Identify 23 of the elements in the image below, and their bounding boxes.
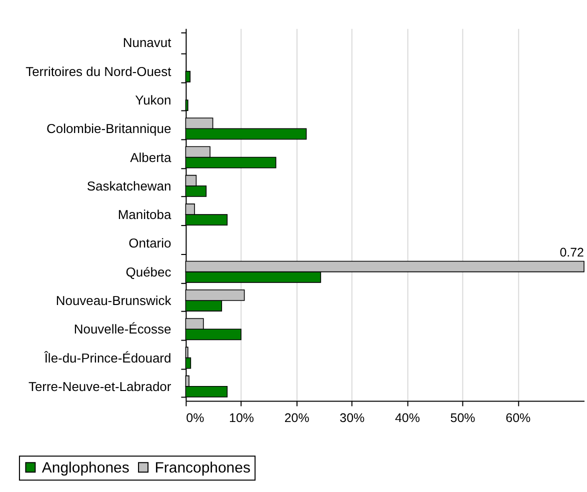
y-tick-label: Île-du-Prince-Édouard (43, 350, 172, 366)
legend-label: Francophones (154, 459, 250, 476)
x-tick-label: 10% (229, 411, 254, 426)
y-tick-label: Nunavut (122, 35, 172, 50)
y-tick-label: Nouveau-Brunswick (56, 292, 172, 308)
data-label: 0.72 (560, 246, 584, 260)
x-tick-label: 20% (284, 411, 310, 426)
x-tick-label: 30% (340, 411, 365, 426)
y-tick-label: Territoires du Nord-Ouest (26, 64, 172, 79)
x-tick-label: 0% (186, 411, 204, 426)
x-tick-label: 50% (450, 411, 476, 426)
y-tick-label: Colombie-Britannique (46, 121, 172, 136)
x-tick-label: 60% (506, 411, 531, 426)
y-tick-label: Québec (126, 264, 172, 280)
y-tick-label: Ontario (128, 236, 172, 251)
x-tick-label: 40% (394, 411, 420, 426)
y-tick-label: Saskatchewan (86, 178, 172, 194)
y-tick-label: Manitoba (118, 207, 172, 222)
y-tick-label: Terre-Neuve-et-Labrador (28, 378, 172, 394)
legend-label: Anglophones (42, 459, 130, 476)
y-tick-label: Alberta (130, 150, 172, 165)
y-tick-label: Yukon (135, 92, 172, 108)
y-tick-label: Nouvelle-Écosse (74, 322, 172, 337)
